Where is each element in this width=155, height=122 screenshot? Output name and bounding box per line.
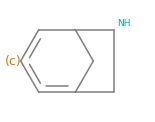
Text: (c): (c) [4, 55, 21, 67]
Text: NH: NH [117, 19, 130, 28]
